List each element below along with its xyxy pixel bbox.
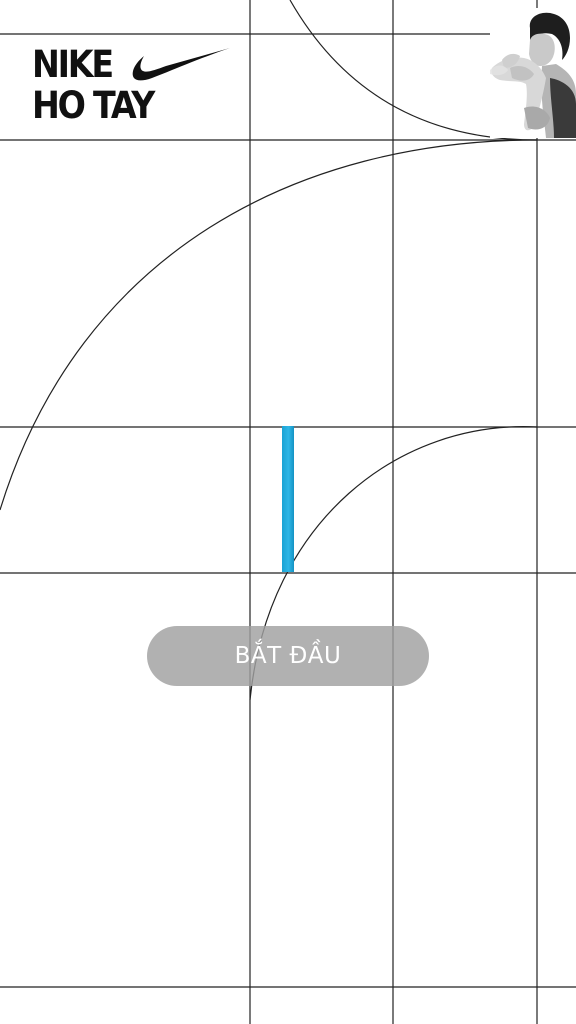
logo-line-1: NIKE	[32, 43, 114, 86]
grid-arc-large	[0, 139, 538, 511]
loading-progress-bar	[282, 426, 294, 572]
loading-progress-fill	[282, 426, 294, 572]
nike-ho-tay-logo: NIKE HO TAY	[32, 44, 242, 130]
athlete-image	[490, 8, 576, 138]
logo-line-2: HO TAY	[32, 84, 155, 127]
start-button[interactable]: BẮT ĐẦU	[147, 626, 429, 686]
logo-text: NIKE HO TAY	[32, 43, 155, 127]
swoosh-icon	[132, 48, 230, 81]
